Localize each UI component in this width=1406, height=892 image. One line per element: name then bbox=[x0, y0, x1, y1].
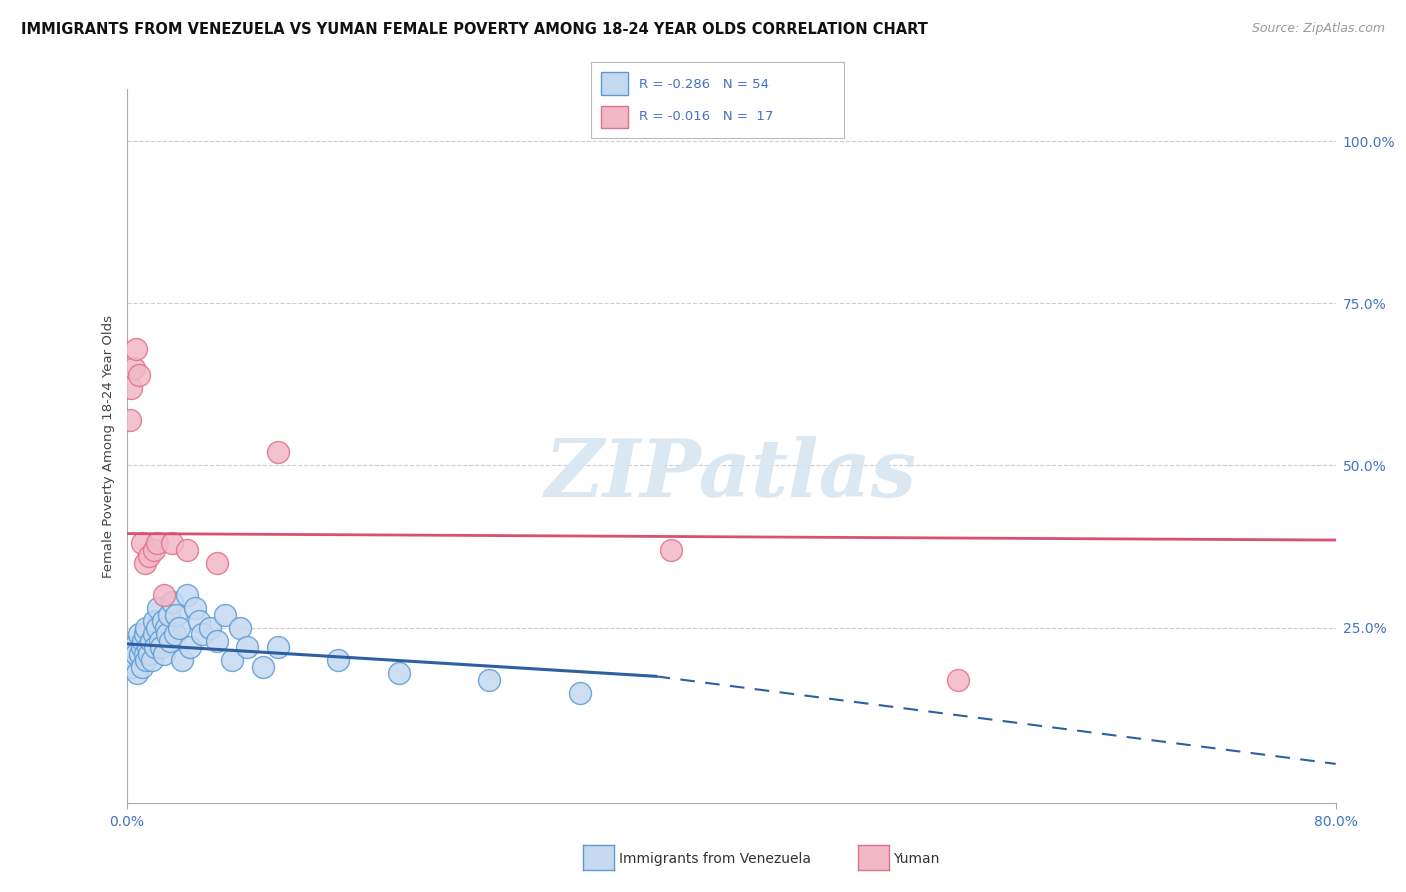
Point bbox=[120, 640, 142, 654]
Point bbox=[150, 640, 173, 654]
Point bbox=[478, 673, 501, 687]
Point bbox=[163, 627, 186, 641]
Point bbox=[155, 621, 177, 635]
Point bbox=[149, 633, 172, 648]
Point bbox=[118, 653, 141, 667]
Point bbox=[160, 536, 183, 550]
Point bbox=[221, 653, 243, 667]
Point bbox=[169, 621, 191, 635]
Point bbox=[267, 640, 290, 654]
Point bbox=[160, 595, 183, 609]
Point bbox=[659, 542, 682, 557]
Y-axis label: Female Poverty Among 18-24 Year Olds: Female Poverty Among 18-24 Year Olds bbox=[103, 315, 115, 577]
Text: Immigrants from Venezuela: Immigrants from Venezuela bbox=[619, 852, 811, 866]
Point bbox=[127, 666, 149, 681]
Point bbox=[131, 659, 153, 673]
Point bbox=[129, 647, 152, 661]
Point bbox=[124, 342, 146, 356]
Point bbox=[135, 653, 157, 667]
Point bbox=[183, 601, 205, 615]
Point bbox=[135, 621, 157, 635]
Point bbox=[157, 607, 180, 622]
Point bbox=[142, 614, 165, 628]
Point bbox=[153, 588, 176, 602]
Bar bbox=[600, 72, 628, 95]
Point bbox=[198, 621, 221, 635]
Point bbox=[121, 659, 143, 673]
Point bbox=[138, 549, 160, 564]
Point bbox=[146, 536, 169, 550]
Point bbox=[236, 640, 259, 654]
Point bbox=[191, 627, 214, 641]
Point bbox=[138, 647, 160, 661]
Point bbox=[122, 640, 145, 654]
Point bbox=[122, 361, 145, 376]
Point bbox=[252, 659, 274, 673]
Point bbox=[134, 627, 156, 641]
Point bbox=[142, 627, 165, 641]
Point bbox=[128, 627, 150, 641]
Point bbox=[118, 413, 141, 427]
Point bbox=[143, 640, 166, 654]
Text: IMMIGRANTS FROM VENEZUELA VS YUMAN FEMALE POVERTY AMONG 18-24 YEAR OLDS CORRELAT: IMMIGRANTS FROM VENEZUELA VS YUMAN FEMAL… bbox=[21, 22, 928, 37]
Point bbox=[139, 633, 162, 648]
Point bbox=[136, 640, 159, 654]
Text: R = -0.016   N =  17: R = -0.016 N = 17 bbox=[638, 110, 773, 123]
Point bbox=[267, 445, 290, 459]
Point bbox=[188, 614, 211, 628]
Point bbox=[132, 633, 155, 648]
Text: Yuman: Yuman bbox=[893, 852, 939, 866]
Point bbox=[134, 647, 156, 661]
Point bbox=[131, 640, 153, 654]
Point bbox=[141, 653, 163, 667]
Point bbox=[152, 614, 174, 628]
Text: Source: ZipAtlas.com: Source: ZipAtlas.com bbox=[1251, 22, 1385, 36]
Point bbox=[946, 673, 969, 687]
Text: R = -0.286   N = 54: R = -0.286 N = 54 bbox=[638, 78, 769, 91]
Point bbox=[568, 685, 592, 699]
Point bbox=[142, 542, 165, 557]
Point bbox=[120, 381, 142, 395]
Text: ZIPatlas: ZIPatlas bbox=[546, 436, 917, 513]
Point bbox=[229, 621, 252, 635]
Point bbox=[128, 368, 150, 382]
Point bbox=[205, 556, 228, 570]
Point bbox=[176, 542, 198, 557]
Point bbox=[172, 653, 194, 667]
Point bbox=[153, 647, 176, 661]
Point bbox=[165, 607, 187, 622]
Point bbox=[159, 633, 181, 648]
Bar bbox=[600, 105, 628, 128]
Point bbox=[176, 588, 198, 602]
Point bbox=[156, 627, 179, 641]
Point bbox=[179, 640, 201, 654]
Point bbox=[131, 536, 153, 550]
Point bbox=[214, 607, 236, 622]
Point bbox=[124, 647, 146, 661]
Point bbox=[148, 601, 170, 615]
Point bbox=[134, 556, 156, 570]
Point bbox=[326, 653, 350, 667]
Point bbox=[205, 633, 228, 648]
Point bbox=[388, 666, 411, 681]
Point bbox=[146, 621, 169, 635]
